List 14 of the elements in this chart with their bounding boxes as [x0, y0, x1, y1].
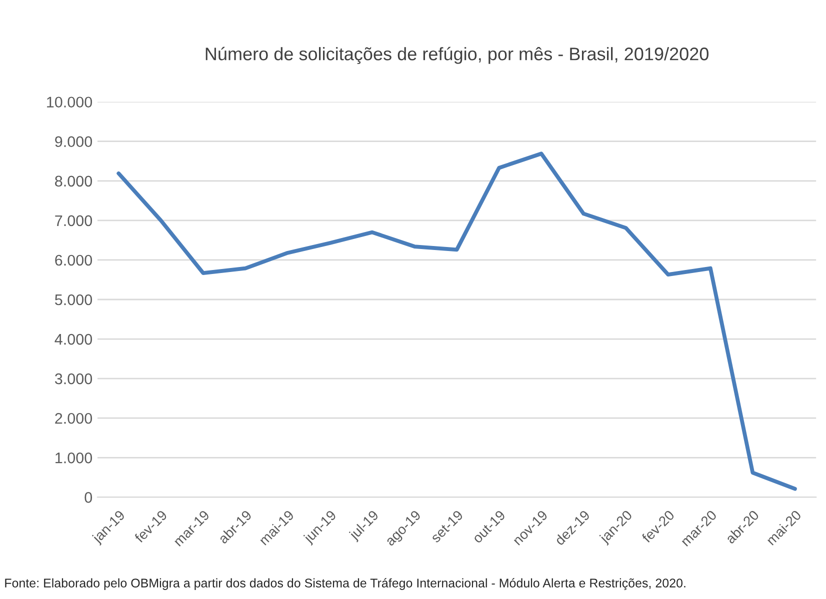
- y-tick-label: 3.000: [54, 373, 92, 384]
- y-tick-label: 5.000: [54, 294, 92, 306]
- y-tick-label: 6.000: [55, 254, 92, 266]
- chart-title: Número de solicitações de refúgio, por mês - Brasil, 2019/2020: [206, 46, 708, 64]
- y-tick-label: 4.000: [54, 334, 92, 345]
- y-tick-label: 1.000: [56, 452, 92, 464]
- y-tick-label: 2.000: [55, 412, 92, 424]
- y-tick-label: 0: [84, 492, 92, 503]
- y-tick-label: 8.000: [55, 176, 92, 187]
- y-tick-label: 10.000: [47, 96, 92, 108]
- y-tick-label: 7.000: [55, 215, 92, 226]
- y-tick-label: 9.000: [55, 136, 92, 148]
- source-note: Fonte: Elaborado pelo OBMigra a partir dos dados do Sistema de Tráfego Internacional - Módulo Alerta e Restrições, 2020.: [5, 578, 686, 590]
- line-series: [116, 152, 797, 491]
